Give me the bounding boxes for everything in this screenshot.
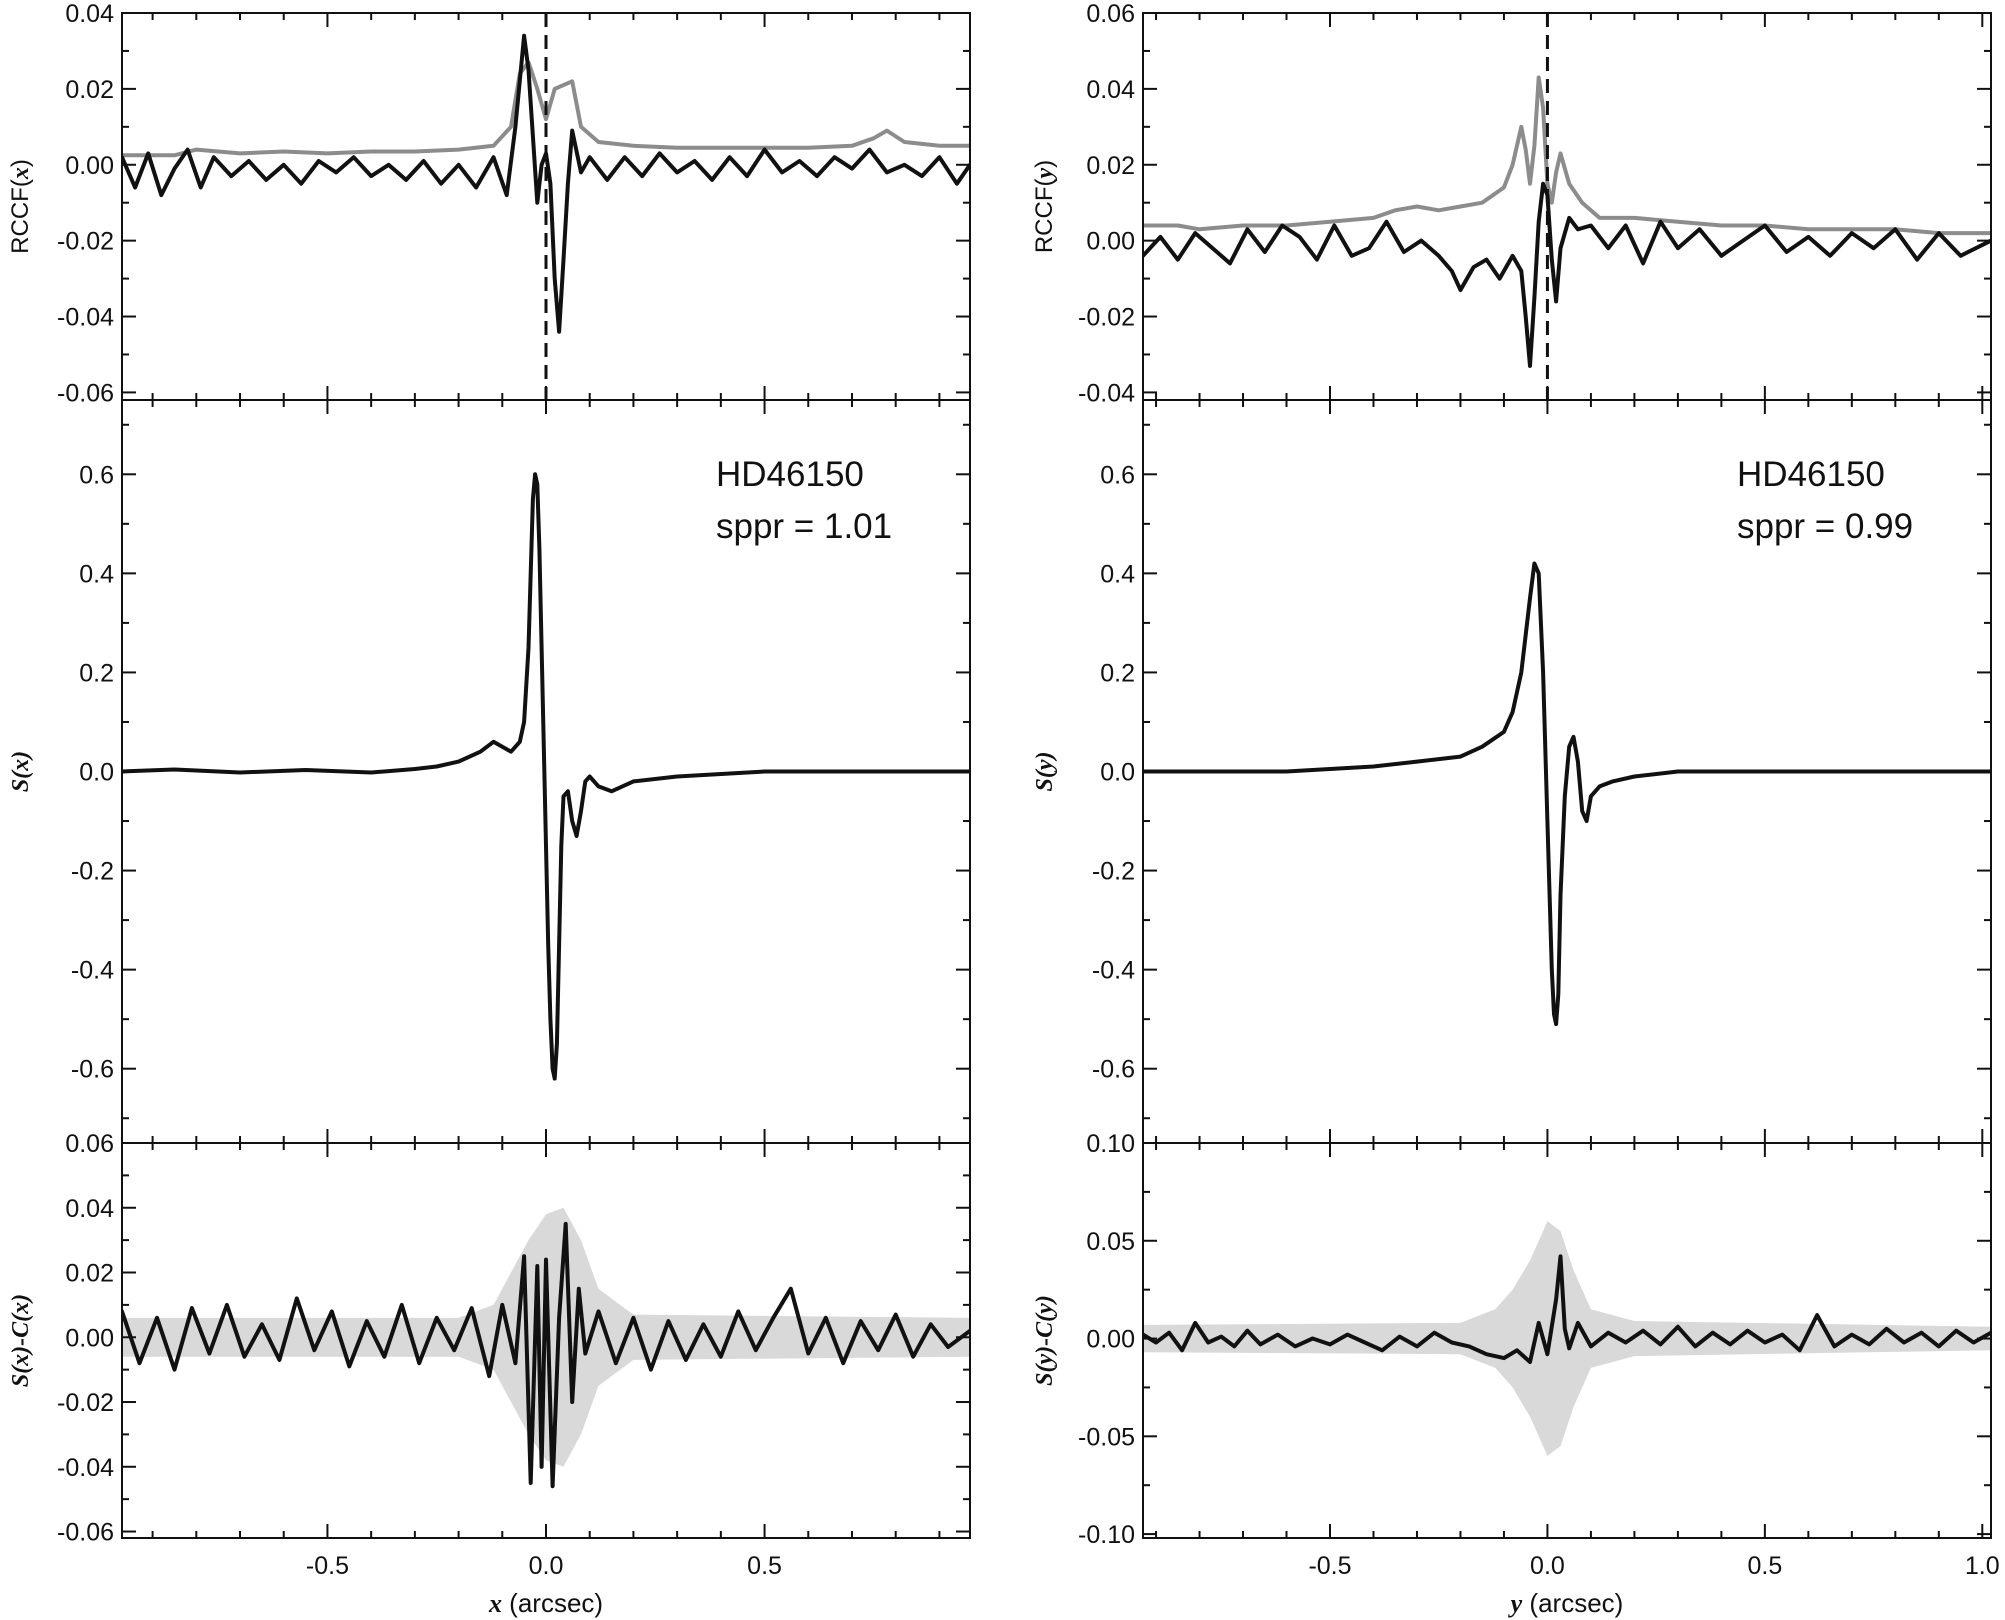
y-tick-label: 0.2	[79, 659, 114, 687]
y-tick-label: -0.04	[57, 1454, 114, 1482]
series-line-0	[1143, 1254, 1991, 1364]
y-tick-label: -0.06	[57, 379, 114, 407]
y-axis-label: S(x)	[8, 751, 34, 792]
annotation-text: HD46150	[716, 455, 864, 494]
x-tick-label: 0.0	[1530, 1552, 1565, 1580]
series-line-0	[1143, 561, 1991, 1027]
y-tick-label: 0.4	[1100, 560, 1135, 588]
plot-area	[1143, 13, 1991, 400]
y-tick-label: 0.02	[65, 1260, 114, 1288]
y-tick-label: -0.6	[1092, 1056, 1135, 1084]
y-tick-label: 0.0	[1100, 759, 1135, 787]
y-axis-label: RCCF(y)	[1031, 160, 1058, 253]
y-tick-label: 0.06	[1086, 0, 1135, 28]
axes-frame	[1142, 12, 1992, 401]
y-tick-label: 0.02	[1086, 152, 1135, 180]
y-tick-label: -0.2	[1092, 858, 1135, 886]
y-tick-label: 0.4	[79, 560, 114, 588]
y-tick-label: -0.2	[71, 858, 114, 886]
y-tick-label: 0.2	[1100, 659, 1135, 687]
annotation-text: sppr = 1.01	[716, 507, 892, 546]
axes-frame	[1142, 1142, 1992, 1539]
series-line-0	[122, 60, 970, 158]
panel-left-middle: -0.6 -0.4 -0.2 0.0 0.2 0.4 0.6 S(x) HD46150 sppr …	[8, 399, 971, 1144]
y-tick-label: 0.00	[65, 1324, 114, 1352]
y-tick-label: 0.04	[65, 1195, 114, 1223]
series-line-0	[122, 472, 970, 1081]
y-tick-label: -0.02	[1078, 304, 1135, 332]
panel-left-bottom: -0.06 -0.04 -0.02 0.00 0.02 0.04 0.06 -0.5 0.0 0.…	[8, 1130, 971, 1618]
y-tick-label: -0.6	[71, 1056, 114, 1084]
x-axis-label-part: (arcsec)	[502, 1588, 603, 1618]
x-axis-label-part: (arcsec)	[1522, 1588, 1623, 1618]
x-tick-label: 1.0	[1965, 1552, 2000, 1580]
y-tick-label: 0.00	[65, 152, 114, 180]
y-axis-label-part: RCCF(	[7, 179, 34, 254]
y-tick-label: 0.04	[1086, 76, 1135, 104]
panel-right-middle: -0.6 -0.4 -0.2 0.0 0.2 0.4 0.6 S(y) HD46150 sppr …	[1032, 399, 1992, 1144]
x-axis-label-part: x	[488, 1589, 502, 1618]
plot-area	[1143, 561, 1991, 1027]
plot-area	[122, 13, 970, 400]
y-tick-label: 0.06	[65, 1130, 114, 1158]
y-axis-label: S(y)-C(y)	[1032, 1295, 1058, 1386]
plot-area	[122, 1207, 970, 1489]
series-line-1	[1143, 181, 1991, 368]
y-axis-label-part: S(y)	[1032, 752, 1058, 792]
y-tick-label: -0.06	[57, 1519, 114, 1547]
series-line-0	[122, 1221, 970, 1489]
y-tick-label: -0.04	[1078, 379, 1135, 407]
plot-area	[122, 472, 970, 1081]
x-tick-label: 0.0	[529, 1552, 564, 1580]
y-tick-label: -0.05	[1078, 1423, 1135, 1451]
panel-right-bottom: -0.10 -0.05 0.00 0.05 0.10 -0.5 0.0 0.5 1.0 S(y)-…	[1032, 1130, 2000, 1618]
panel-right-top: -0.04 -0.02 0.00 0.02 0.04 0.06 RCCF(y)	[1031, 0, 1992, 407]
y-axis-label: S(x)-C(x)	[8, 1294, 34, 1387]
y-axis-label: RCCF(x)	[7, 159, 34, 254]
axes-frame	[121, 12, 971, 401]
y-tick-label: 0.6	[79, 461, 114, 489]
y-tick-label: -0.4	[1092, 957, 1135, 985]
y-tick-label: 0.6	[1100, 461, 1135, 489]
y-tick-label: -0.02	[57, 228, 114, 256]
y-tick-label: 0.00	[1086, 228, 1135, 256]
x-tick-label: 0.5	[1747, 1552, 1782, 1580]
y-axis-label: S(y)	[1032, 752, 1058, 792]
annotation-text: sppr = 0.99	[1737, 507, 1913, 546]
y-tick-label: 0.00	[1086, 1326, 1135, 1354]
annotation-text: HD46150	[1737, 455, 1885, 494]
y-tick-label: -0.10	[1078, 1521, 1135, 1549]
y-axis-label-part: )	[7, 159, 34, 167]
y-tick-label: 0.05	[1086, 1228, 1135, 1256]
y-tick-label: 0.10	[1086, 1130, 1135, 1158]
x-axis-label: y (arcsec)	[1508, 1588, 1624, 1618]
y-axis-label-part: x	[8, 167, 34, 180]
x-tick-label: 0.5	[747, 1552, 782, 1580]
y-tick-label: -0.4	[71, 957, 114, 985]
y-tick-label: -0.04	[57, 304, 114, 332]
x-tick-label: -0.5	[306, 1552, 349, 1580]
plot-area	[1143, 1221, 1991, 1456]
y-axis-label-part: RCCF(	[1031, 179, 1058, 254]
y-axis-label-part: S(x)-C(x)	[8, 1294, 34, 1387]
y-tick-label: 0.0	[79, 759, 114, 787]
y-tick-label: 0.04	[65, 0, 114, 28]
x-tick-label: -0.5	[1308, 1552, 1351, 1580]
y-axis-label-part: S(y)-C(y)	[1032, 1295, 1058, 1386]
x-axis-label: x (arcsec)	[488, 1588, 603, 1618]
y-tick-label: 0.02	[65, 76, 114, 104]
x-axis-label-part: y	[1508, 1589, 1523, 1618]
y-axis-label-part: y	[1032, 168, 1058, 182]
panel-left-top: -0.06 -0.04 -0.02 0.00 0.02 0.04 RCCF(x)	[7, 0, 971, 407]
y-tick-label: -0.02	[57, 1389, 114, 1417]
series-line-0	[1143, 75, 1991, 236]
y-axis-label-part: S(x)	[8, 751, 34, 792]
y-axis-label-part: )	[1031, 160, 1058, 168]
